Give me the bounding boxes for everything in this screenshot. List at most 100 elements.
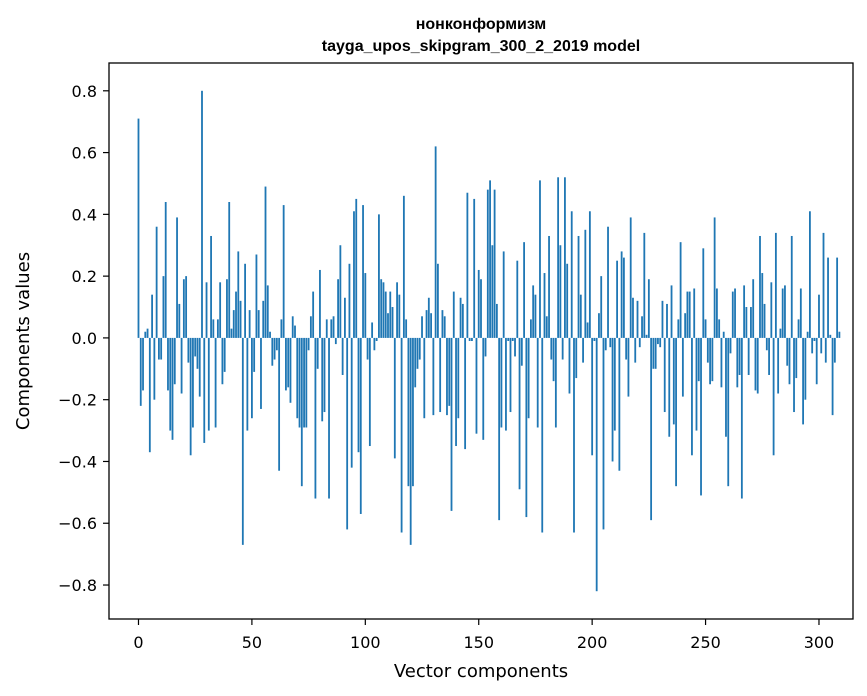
bar bbox=[670, 285, 673, 338]
bar bbox=[836, 257, 839, 338]
bar bbox=[475, 337, 478, 434]
bar bbox=[706, 337, 709, 363]
bar bbox=[230, 328, 233, 338]
bar bbox=[441, 310, 444, 338]
bar bbox=[275, 337, 278, 351]
bar bbox=[314, 337, 317, 499]
bar bbox=[598, 313, 600, 338]
bar bbox=[366, 337, 369, 360]
bar bbox=[675, 337, 677, 487]
bar bbox=[518, 337, 521, 490]
bar bbox=[432, 337, 435, 416]
bar bbox=[688, 291, 691, 338]
bar bbox=[137, 118, 140, 338]
bar bbox=[155, 226, 158, 338]
bar bbox=[393, 337, 396, 459]
bar bbox=[176, 217, 178, 338]
bar bbox=[337, 279, 339, 338]
bar bbox=[827, 257, 829, 338]
bar bbox=[716, 288, 718, 338]
bar bbox=[484, 337, 487, 357]
bar bbox=[180, 337, 183, 394]
bar bbox=[641, 316, 643, 338]
bar bbox=[162, 276, 165, 338]
bar bbox=[756, 337, 759, 394]
bar bbox=[368, 337, 371, 447]
bar bbox=[804, 337, 807, 400]
bar bbox=[400, 337, 403, 533]
bar bbox=[627, 337, 630, 397]
bar bbox=[613, 337, 616, 431]
bar bbox=[790, 235, 793, 338]
bar bbox=[203, 337, 206, 443]
bar bbox=[291, 316, 294, 338]
bar bbox=[364, 273, 367, 338]
bar bbox=[305, 337, 308, 428]
bar bbox=[491, 245, 494, 338]
bar bbox=[509, 337, 512, 413]
bar bbox=[387, 313, 389, 338]
bar bbox=[198, 337, 201, 397]
bar bbox=[693, 288, 696, 338]
bar bbox=[795, 337, 798, 379]
y-tick-label: 0.2 bbox=[72, 267, 97, 286]
bar bbox=[167, 337, 169, 391]
bar bbox=[346, 337, 349, 530]
bar bbox=[187, 337, 190, 363]
bar bbox=[294, 325, 296, 338]
bar bbox=[298, 337, 301, 428]
bar bbox=[677, 319, 680, 338]
bar bbox=[784, 285, 786, 338]
bar bbox=[820, 337, 823, 354]
bar bbox=[545, 316, 548, 338]
bar bbox=[681, 337, 684, 397]
bar bbox=[169, 337, 172, 431]
bar bbox=[604, 337, 607, 351]
bar bbox=[378, 214, 380, 338]
bar bbox=[625, 337, 628, 360]
bar bbox=[552, 337, 555, 382]
bar bbox=[296, 337, 299, 419]
bar bbox=[362, 205, 364, 338]
bar bbox=[686, 291, 689, 338]
bar bbox=[452, 291, 455, 338]
bar bbox=[353, 211, 355, 338]
bar bbox=[160, 337, 163, 360]
bar bbox=[577, 235, 580, 338]
bar bbox=[357, 337, 360, 453]
x-tick-label: 0 bbox=[133, 633, 143, 652]
bar bbox=[471, 337, 473, 341]
bar bbox=[418, 337, 421, 360]
bar bbox=[557, 177, 560, 338]
bar bbox=[634, 337, 637, 363]
bar bbox=[523, 242, 525, 338]
bar bbox=[219, 282, 222, 338]
bar bbox=[482, 337, 485, 440]
bar bbox=[264, 186, 267, 338]
y-tick-label: 0.8 bbox=[72, 82, 97, 101]
y-tick-label: −0.6 bbox=[58, 514, 97, 533]
bar bbox=[793, 337, 795, 413]
y-tick-label: −0.4 bbox=[58, 452, 97, 471]
bar bbox=[480, 279, 482, 338]
bar bbox=[772, 337, 775, 456]
bar bbox=[570, 211, 573, 338]
bar bbox=[539, 180, 541, 338]
bar bbox=[328, 337, 330, 499]
bar bbox=[303, 337, 305, 428]
bar bbox=[425, 310, 428, 338]
bar bbox=[616, 260, 618, 338]
bar bbox=[777, 337, 780, 394]
bar bbox=[729, 337, 732, 354]
bar bbox=[738, 337, 741, 375]
x-tick-label: 100 bbox=[350, 633, 381, 652]
bar bbox=[838, 331, 841, 338]
bar bbox=[652, 337, 655, 369]
bar bbox=[575, 337, 578, 379]
bar bbox=[405, 319, 408, 338]
bar bbox=[144, 331, 147, 338]
bar bbox=[704, 319, 707, 338]
bar bbox=[831, 337, 834, 416]
bar bbox=[759, 235, 761, 338]
y-tick-label: −0.8 bbox=[58, 576, 97, 595]
